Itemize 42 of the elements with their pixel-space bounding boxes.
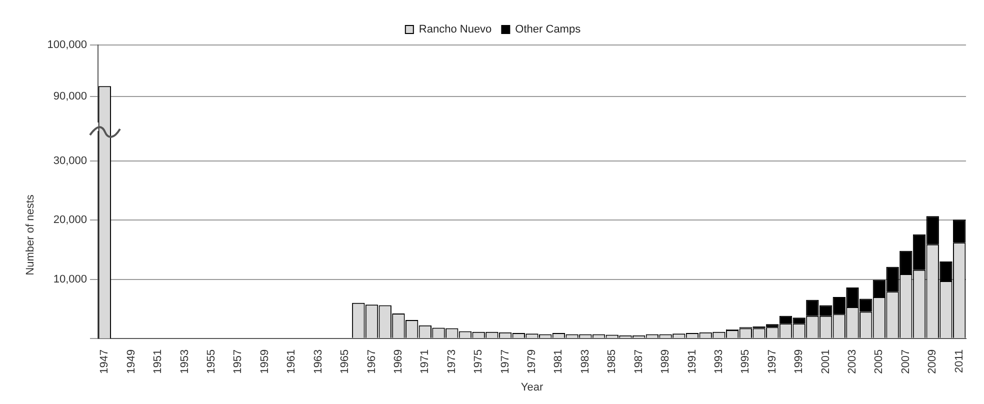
x-tick-label: 1991 (686, 349, 698, 374)
x-tick-label: 1949 (125, 349, 138, 374)
y-tick-label: 90,000 (53, 90, 87, 102)
x-tick-label: 1997 (766, 349, 778, 374)
y-tick-label: 30,000 (53, 155, 87, 168)
x-axis-title: Year (520, 381, 544, 394)
x-tick-label: 1955 (206, 349, 218, 374)
x-tick-label: 1995 (740, 349, 752, 374)
x-tick-label: 1989 (660, 349, 672, 374)
x-tick-label: 1977 (499, 349, 512, 374)
x-tick-label: 1983 (579, 349, 592, 374)
y-axis-title: Number of nests (24, 194, 37, 276)
x-tick-label: 2003 (846, 349, 859, 374)
x-tick-label: 1969 (392, 349, 404, 374)
x-tick-label: 1993 (712, 349, 725, 374)
x-tick-label: 2005 (873, 349, 886, 374)
x-tick-label: 1979 (526, 349, 538, 374)
x-tick-label: 1967 (366, 349, 378, 374)
legend-label: Rancho Nuevo (418, 24, 492, 36)
legend-label: Other Camps (515, 24, 582, 36)
x-tick-label: 1947 (98, 349, 111, 374)
y-tick-label: 100,000 (47, 39, 87, 52)
x-tick-label: 1959 (258, 349, 271, 374)
x-tick-label: 1961 (286, 349, 298, 374)
x-tick-label: 2009 (926, 349, 939, 374)
x-tick-label: 2011 (953, 349, 966, 373)
x-tick-label: 1963 (312, 349, 324, 374)
x-tick-label: 1985 (606, 349, 618, 374)
x-tick-label: 1999 (793, 349, 806, 374)
x-tick-label: 1987 (632, 349, 645, 374)
x-tick-label: 1965 (339, 349, 352, 374)
x-tick-label: 1953 (178, 349, 191, 374)
x-tick-label: 2001 (820, 349, 832, 374)
x-tick-label: 1957 (232, 349, 244, 374)
x-tick-label: 2007 (900, 349, 912, 374)
x-tick-label: 1973 (446, 349, 458, 374)
x-tick-label: 1975 (472, 349, 485, 374)
y-tick-label: 10,000 (53, 273, 87, 286)
x-tick-label: 1971 (419, 349, 432, 374)
x-tick-label: 1951 (152, 349, 164, 374)
y-tick-label: 20,000 (53, 214, 87, 226)
x-tick-label: 1981 (552, 349, 565, 374)
